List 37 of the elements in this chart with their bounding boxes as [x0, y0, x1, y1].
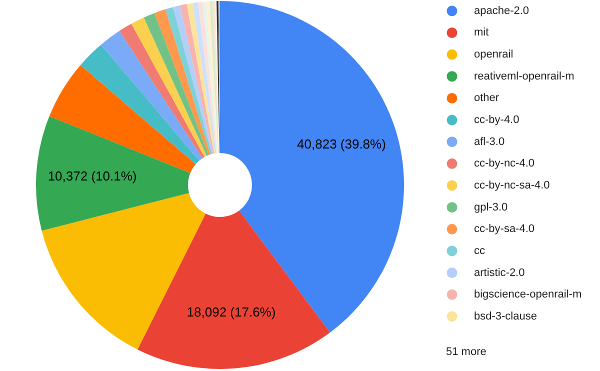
donut-slice	[180, 4, 214, 154]
donut-slice	[212, 1, 220, 154]
legend-label: gpl-3.0	[474, 201, 508, 214]
legend-label: cc-by-nc-4.0	[474, 158, 535, 170]
legend-label: bigscience-openrail-m	[474, 288, 582, 301]
donut-slice	[206, 1, 218, 154]
donut-slice	[186, 3, 216, 154]
legend-label: cc-by-nc-sa-4.0	[474, 180, 550, 192]
donut-slice	[210, 1, 219, 154]
donut-slice	[119, 24, 205, 158]
donut-slice	[137, 210, 330, 369]
legend-label: bsd-3-clause	[474, 310, 537, 322]
legend-label: afl-3.0	[474, 136, 505, 148]
donut-slice	[202, 2, 218, 154]
donut-slice	[165, 7, 212, 154]
donut-slice	[36, 116, 190, 231]
legend-label: cc-by-4.0	[474, 114, 520, 126]
donut-slice	[198, 2, 217, 154]
legend-label: cc	[474, 244, 486, 257]
legend-label: other	[474, 92, 500, 104]
donut-slice	[80, 44, 200, 164]
donut-slice	[131, 18, 207, 157]
donut-slice	[154, 9, 210, 156]
text: 51 more	[446, 346, 486, 358]
donut-slice	[100, 30, 203, 161]
legend-label: artistic-2.0	[474, 266, 525, 279]
donut-slice	[192, 2, 216, 154]
legend-label: reativeml-openrail-m	[474, 70, 574, 82]
data-label: 18,092 (17.6%)	[186, 304, 276, 320]
legend-label: apache-2.0	[474, 4, 530, 17]
donut-slice	[173, 5, 214, 154]
data-label: 40,823 (39.8%)	[297, 136, 386, 152]
donut-slice	[144, 13, 209, 156]
legend-label: mit	[474, 26, 489, 39]
data-label: 10,372 (10.1%)	[48, 168, 137, 184]
legend-label: cc-by-sa-4.0	[474, 223, 535, 236]
legend-label: openrail	[474, 48, 514, 61]
